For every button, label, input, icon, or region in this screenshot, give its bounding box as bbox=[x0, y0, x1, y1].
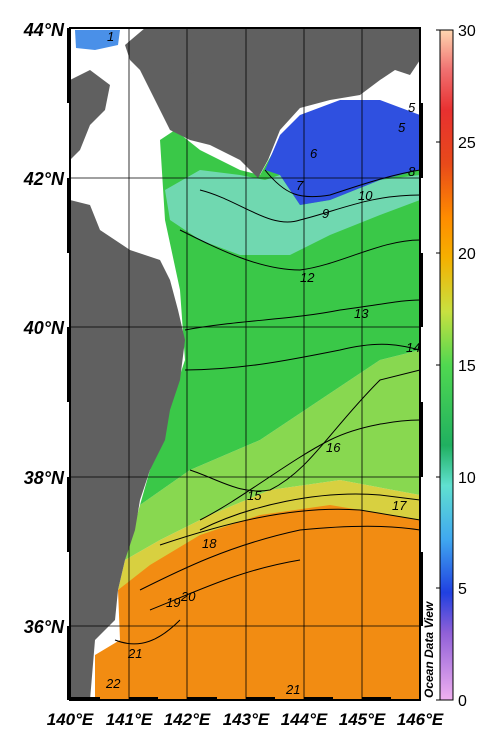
lon-label-141e: 141°E bbox=[106, 710, 153, 729]
colorbar: 30 25 20 15 10 5 0 Ocean Data View bbox=[422, 23, 476, 710]
contour-line-20 bbox=[149, 559, 301, 611]
colorbar-tick-label: 25 bbox=[458, 135, 476, 152]
contour-line-10 bbox=[199, 189, 421, 223]
contour-line-14 bbox=[184, 343, 421, 371]
cyan-region bbox=[165, 170, 420, 255]
lon-label-140e: 140°E bbox=[47, 710, 94, 729]
contour-label: 5 bbox=[408, 100, 416, 115]
contour-label: 20 bbox=[180, 589, 196, 604]
contour-label: 12 bbox=[300, 270, 315, 285]
contour-line-13 bbox=[184, 299, 421, 331]
contour-label: 19 bbox=[166, 595, 180, 610]
lon-label-142e: 142°E bbox=[164, 710, 211, 729]
colorbar-tick-label: 10 bbox=[458, 470, 476, 487]
contour-labels: 1 5 5 6 7 8 9 10 12 13 14 15 16 17 18 19… bbox=[105, 29, 420, 697]
honshu-land bbox=[70, 200, 185, 700]
lat-label-42n: 42°N bbox=[23, 169, 65, 189]
contour-lines bbox=[114, 169, 421, 645]
lon-label-146e: 146°E bbox=[397, 710, 444, 729]
contour-label: 6 bbox=[310, 146, 318, 161]
odv-watermark: Ocean Data View bbox=[422, 601, 436, 698]
contour-line-16 bbox=[199, 419, 421, 521]
contour-label: 8 bbox=[408, 164, 416, 179]
cold-water-topleft bbox=[75, 30, 120, 50]
contour-label: 9 bbox=[322, 206, 329, 221]
contour-label: 10 bbox=[358, 188, 373, 203]
island-small bbox=[180, 72, 205, 95]
colorbar-tick-label: 0 bbox=[458, 693, 467, 710]
contour-label: 17 bbox=[392, 498, 407, 513]
lon-label-145e: 145°E bbox=[339, 710, 386, 729]
oshima-land bbox=[70, 70, 110, 160]
longitude-labels: 140°E 141°E 142°E 143°E 144°E 145°E 146°… bbox=[47, 710, 444, 729]
latitude-labels: 44°N 42°N 40°N 38°N 36°N bbox=[23, 20, 65, 637]
contour-label: 21 bbox=[285, 682, 300, 697]
colorbar-gradient bbox=[439, 29, 454, 701]
warm-water-region bbox=[95, 500, 420, 700]
contour-label: 16 bbox=[326, 440, 341, 455]
contour-label: 22 bbox=[105, 676, 121, 691]
transition-band bbox=[118, 480, 420, 590]
border-ticks bbox=[67, 28, 423, 701]
hokkaido-land bbox=[125, 28, 420, 178]
lon-label-144e: 144°E bbox=[281, 710, 328, 729]
contour-label: 18 bbox=[202, 536, 217, 551]
contour-line-15 bbox=[189, 369, 421, 492]
lat-label-38n: 38°N bbox=[24, 468, 65, 488]
contour-line-21 bbox=[114, 619, 181, 645]
contour-line-19 bbox=[139, 525, 421, 591]
lat-label-40n: 40°N bbox=[23, 318, 65, 338]
lat-label-44n: 44°N bbox=[23, 20, 65, 40]
contour-label: 21 bbox=[127, 646, 142, 661]
light-green-region bbox=[125, 350, 420, 560]
contour-line-17 bbox=[199, 493, 421, 531]
colorbar-tick-label: 5 bbox=[458, 581, 467, 598]
contour-label: 14 bbox=[406, 340, 420, 355]
colorbar-tick-label: 30 bbox=[458, 23, 476, 40]
colorbar-tick-label: 20 bbox=[458, 246, 476, 263]
colorbar-tick-label: 15 bbox=[458, 358, 476, 375]
contour-label: 1 bbox=[107, 29, 114, 44]
contour-label: 7 bbox=[296, 178, 304, 193]
contour-label: 15 bbox=[247, 488, 262, 503]
contour-line-18 bbox=[159, 508, 421, 546]
contour-line-7 bbox=[264, 169, 421, 198]
contour-line-12 bbox=[179, 229, 421, 271]
contour-label: 5 bbox=[398, 120, 406, 135]
lat-label-36n: 36°N bbox=[24, 617, 65, 637]
grid-lines bbox=[70, 28, 420, 700]
lon-label-143e: 143°E bbox=[223, 710, 270, 729]
